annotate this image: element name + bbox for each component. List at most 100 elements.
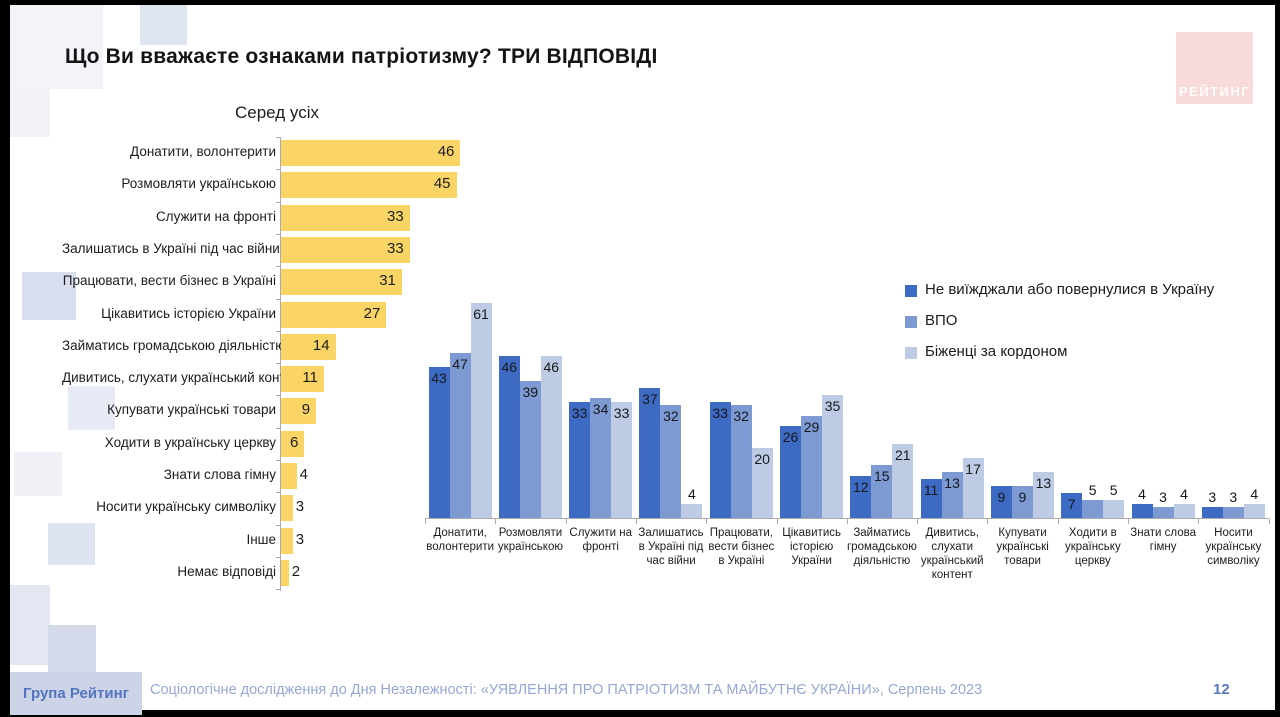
value-label: 45 bbox=[433, 175, 451, 193]
value-label: 4 bbox=[1138, 485, 1146, 502]
value-bar bbox=[1152, 507, 1174, 518]
category-label: Розмовляти українською bbox=[497, 527, 563, 554]
value-bar bbox=[850, 475, 872, 518]
value-label: 4 bbox=[687, 485, 696, 502]
value-label: 33 bbox=[712, 404, 728, 421]
decor-square bbox=[14, 452, 62, 496]
value-label: 3 bbox=[295, 498, 305, 516]
value-label: 3 bbox=[1229, 489, 1238, 506]
value-bar bbox=[449, 352, 471, 518]
axis-tick bbox=[565, 519, 567, 524]
category-label: Дивитись, слухати український контент bbox=[62, 370, 307, 386]
value-label: 17 bbox=[965, 461, 981, 478]
value-bar bbox=[639, 387, 661, 518]
value-bar bbox=[751, 447, 773, 518]
legend-swatch bbox=[905, 316, 917, 328]
value-label: 6 bbox=[290, 433, 299, 451]
axis-tick bbox=[276, 330, 280, 332]
value-label: 33 bbox=[387, 239, 404, 257]
value-label: 13 bbox=[1035, 475, 1052, 492]
value-bar bbox=[281, 463, 297, 489]
value-label: 26 bbox=[782, 429, 799, 446]
value-bar bbox=[1201, 507, 1223, 518]
category-label: Знати слова гімну bbox=[1130, 527, 1196, 554]
axis-tick bbox=[276, 266, 280, 268]
value-bar bbox=[281, 366, 324, 393]
value-bar bbox=[281, 269, 402, 296]
value-label: 31 bbox=[379, 272, 396, 290]
value-label: 11 bbox=[923, 482, 939, 499]
axis-tick bbox=[1268, 519, 1270, 524]
bar-row: Займатись громадською діяльністю 14 bbox=[62, 331, 482, 363]
legend-swatch bbox=[905, 285, 917, 297]
axis-tick bbox=[1128, 519, 1129, 524]
value-label: 33 bbox=[571, 404, 588, 421]
value-bar bbox=[281, 430, 305, 457]
value-label: 9 bbox=[301, 401, 311, 419]
value-bar bbox=[1082, 500, 1104, 518]
bar-row: Служити на фронті 33 bbox=[62, 202, 482, 234]
footer-source-text: Соціологічне дослідження до Дня Незалежн… bbox=[150, 682, 983, 698]
value-bar bbox=[428, 366, 450, 518]
category-label: Купувати українські товари bbox=[996, 527, 1049, 568]
value-bar bbox=[281, 559, 289, 586]
decor-square bbox=[48, 523, 95, 565]
axis-tick bbox=[1198, 519, 1200, 524]
legend-label: Біженці за кордоном bbox=[925, 343, 1068, 360]
value-bar bbox=[941, 472, 963, 518]
bar-row: Залишатись в Україні під час війни 33 bbox=[62, 234, 482, 266]
value-label: 12 bbox=[853, 478, 869, 495]
value-bar bbox=[920, 479, 942, 518]
value-bar bbox=[780, 426, 801, 518]
category-label: Купувати українські товари bbox=[107, 402, 276, 418]
bar-row: Дивитись, слухати український контент 11 bbox=[62, 363, 482, 395]
value-label: 27 bbox=[363, 304, 381, 322]
value-label: 47 bbox=[452, 355, 468, 372]
category-label: Займатись громадською діяльністю bbox=[846, 527, 917, 568]
value-label: 13 bbox=[944, 475, 960, 492]
legend-label: ВПО bbox=[925, 312, 958, 329]
value-bar bbox=[1103, 500, 1125, 518]
value-bar bbox=[1011, 486, 1033, 518]
x-axis-line bbox=[425, 518, 1269, 519]
value-bar bbox=[569, 401, 591, 518]
value-label: 21 bbox=[895, 447, 911, 464]
axis-tick bbox=[276, 460, 280, 461]
bar-row: Інше 3 bbox=[62, 525, 482, 557]
value-bar bbox=[1222, 507, 1244, 518]
category-label: Цікавитись історією України bbox=[782, 527, 841, 568]
axis-tick bbox=[276, 298, 280, 300]
category-label: Служити на фронті bbox=[569, 527, 633, 554]
bar-row: Донатити, волонтерити 46 bbox=[62, 137, 482, 169]
value-label: 3 bbox=[1208, 489, 1217, 506]
value-bar bbox=[281, 204, 410, 231]
value-bar bbox=[709, 401, 731, 518]
axis-tick bbox=[276, 137, 280, 138]
value-label: 61 bbox=[473, 306, 489, 323]
decor-square bbox=[48, 625, 96, 673]
category-label: Донатити, волонтерити bbox=[130, 144, 276, 159]
bar-chart-all-respondents: Донатити, волонтерити 46 Розмовляти україн… bbox=[62, 137, 482, 599]
category-label: Розмовляти українською bbox=[121, 176, 276, 192]
axis-tick bbox=[495, 519, 497, 524]
axis-tick bbox=[276, 589, 280, 591]
value-label: 20 bbox=[754, 450, 770, 467]
value-label: 33 bbox=[387, 207, 404, 225]
value-bar bbox=[611, 401, 633, 518]
decor-square bbox=[140, 5, 187, 45]
bar-row: Ходити в українську церкву 6 bbox=[62, 428, 482, 460]
value-bar bbox=[1061, 493, 1083, 518]
category-label: Працювати, вести бізнес в Україні bbox=[708, 527, 775, 568]
value-label: 37 bbox=[642, 390, 658, 407]
category-label: Немає відповіді bbox=[177, 563, 276, 579]
category-label: Донатити, волонтерити bbox=[426, 527, 495, 554]
value-bar bbox=[281, 140, 461, 166]
value-bar bbox=[990, 486, 1012, 518]
decor-square bbox=[10, 585, 50, 665]
axis-tick bbox=[276, 169, 280, 171]
axis-tick bbox=[276, 395, 280, 397]
slide-background: Що Ви вважаєте ознаками патріотизму? ТРИ… bbox=[10, 5, 1275, 715]
decor-square bbox=[68, 386, 115, 430]
category-label: Дивитись, слухати український контент bbox=[920, 527, 984, 582]
category-label: Ходити в українську церкву bbox=[104, 434, 276, 450]
